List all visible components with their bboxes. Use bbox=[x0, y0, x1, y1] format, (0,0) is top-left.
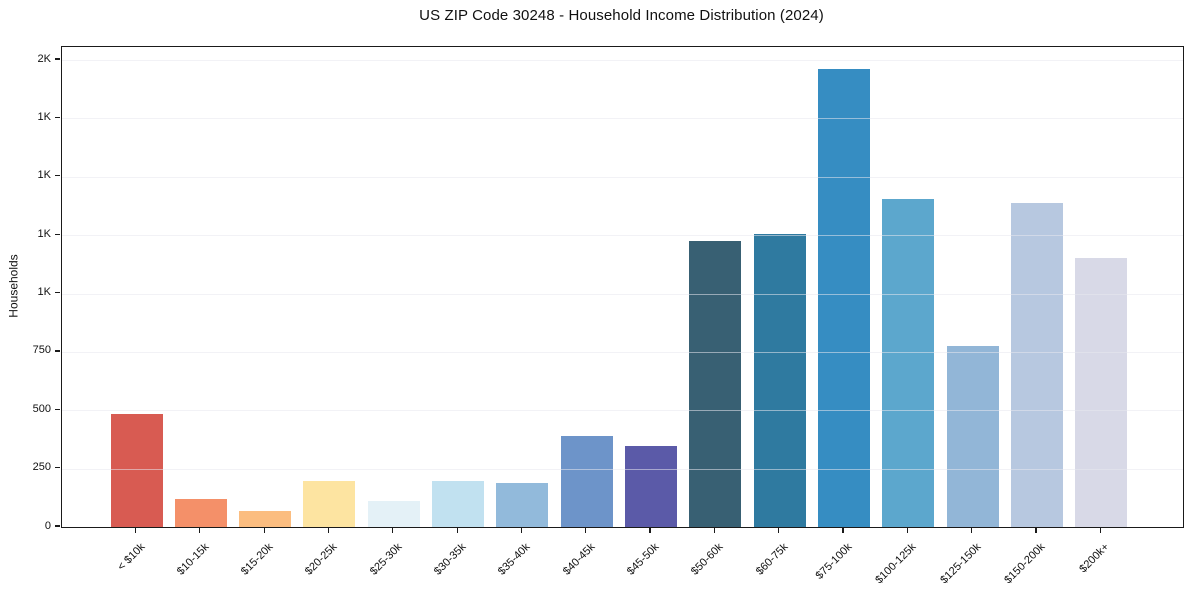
x-tick-mark bbox=[392, 527, 394, 533]
x-tick-mark bbox=[199, 527, 201, 533]
x-tick-label: < $10k bbox=[114, 541, 147, 574]
bar-100-125k bbox=[882, 198, 935, 527]
y-tick-mark bbox=[54, 408, 60, 410]
x-tick-label: $150-200k bbox=[1002, 541, 1048, 587]
x-tick-mark bbox=[778, 527, 780, 533]
y-tick-label: 250 bbox=[32, 461, 51, 474]
y-tick-mark bbox=[54, 58, 60, 60]
bar-10k bbox=[110, 413, 163, 527]
y-tick-label: 2K bbox=[37, 52, 51, 65]
x-tick-label: $100-125k bbox=[873, 541, 919, 587]
bar-30-35k bbox=[432, 481, 485, 527]
gridline-y-1500 bbox=[62, 176, 1183, 178]
y-tick-label: 500 bbox=[32, 402, 51, 415]
plot-area bbox=[61, 46, 1184, 528]
y-tick-label: 1K bbox=[37, 286, 51, 299]
x-tick-mark bbox=[971, 527, 973, 533]
x-tick-mark bbox=[1099, 527, 1102, 533]
bar-40-45k bbox=[560, 435, 613, 527]
x-tick-label: $60-75k bbox=[753, 541, 791, 578]
bar-125-150k bbox=[946, 345, 999, 527]
bar-200k bbox=[1075, 257, 1128, 527]
bar-60-75k bbox=[753, 233, 806, 527]
gridline-y-1250 bbox=[62, 235, 1183, 237]
x-tick-label: $50-60k bbox=[689, 541, 726, 578]
gridline-y-1750 bbox=[62, 118, 1183, 120]
x-tick-label: $15-20k bbox=[239, 541, 276, 578]
x-tick-label: $40-45k bbox=[560, 541, 598, 578]
chart-title: US ZIP Code 30248 - Household Income Dis… bbox=[419, 7, 824, 24]
x-tick-mark bbox=[842, 527, 844, 533]
x-tick-label: $35-40k bbox=[496, 541, 533, 578]
y-tick-mark bbox=[54, 233, 60, 235]
x-tick-mark bbox=[1035, 527, 1037, 533]
x-tick-mark bbox=[327, 527, 330, 533]
bar-35-40k bbox=[496, 482, 549, 527]
x-tick-label: $30-35k bbox=[432, 541, 469, 578]
bar-10-15k bbox=[174, 499, 227, 527]
bar-50-60k bbox=[689, 241, 742, 527]
gridline-y-1000 bbox=[62, 293, 1183, 295]
y-tick-mark bbox=[54, 291, 60, 294]
y-tick-label: 1K bbox=[37, 110, 51, 123]
y-tick-label: 0 bbox=[44, 519, 51, 532]
bar-20-25k bbox=[303, 480, 356, 527]
gridline-y-750 bbox=[62, 351, 1183, 353]
y-tick-label: 1K bbox=[37, 169, 51, 182]
y-tick-label: 1K bbox=[37, 227, 51, 240]
x-tick-label: $200k+ bbox=[1077, 541, 1112, 576]
gridline-y-500 bbox=[62, 410, 1183, 412]
x-tick-mark bbox=[713, 527, 716, 533]
y-tick-label: 750 bbox=[32, 344, 51, 357]
x-tick-mark bbox=[906, 527, 909, 533]
bar-75-100k bbox=[818, 69, 871, 527]
bar-150-200k bbox=[1011, 202, 1064, 527]
y-tick-mark bbox=[54, 525, 60, 527]
x-tick-label: $75-100k bbox=[813, 541, 855, 582]
bar-25-30k bbox=[367, 500, 420, 527]
y-tick-mark bbox=[54, 116, 60, 119]
bar-15-20k bbox=[239, 510, 292, 527]
x-tick-label: $20-25k bbox=[303, 541, 340, 578]
x-tick-mark bbox=[456, 527, 458, 533]
x-tick-label: $25-30k bbox=[367, 541, 405, 578]
x-tick-mark bbox=[134, 527, 137, 533]
gridline-y-250 bbox=[62, 468, 1183, 470]
y-tick-mark bbox=[54, 466, 60, 469]
y-tick-mark bbox=[54, 350, 60, 352]
bar-45-50k bbox=[625, 446, 678, 527]
x-tick-mark bbox=[263, 527, 265, 533]
x-tick-mark bbox=[520, 527, 523, 533]
x-tick-label: $10-15k bbox=[174, 541, 212, 578]
gridline-y-2000 bbox=[62, 60, 1183, 62]
x-tick-mark bbox=[649, 527, 651, 533]
x-tick-label: $45-50k bbox=[625, 541, 662, 578]
x-tick-mark bbox=[585, 527, 587, 533]
x-tick-label: $125-150k bbox=[938, 541, 984, 587]
y-tick-mark bbox=[54, 175, 60, 177]
